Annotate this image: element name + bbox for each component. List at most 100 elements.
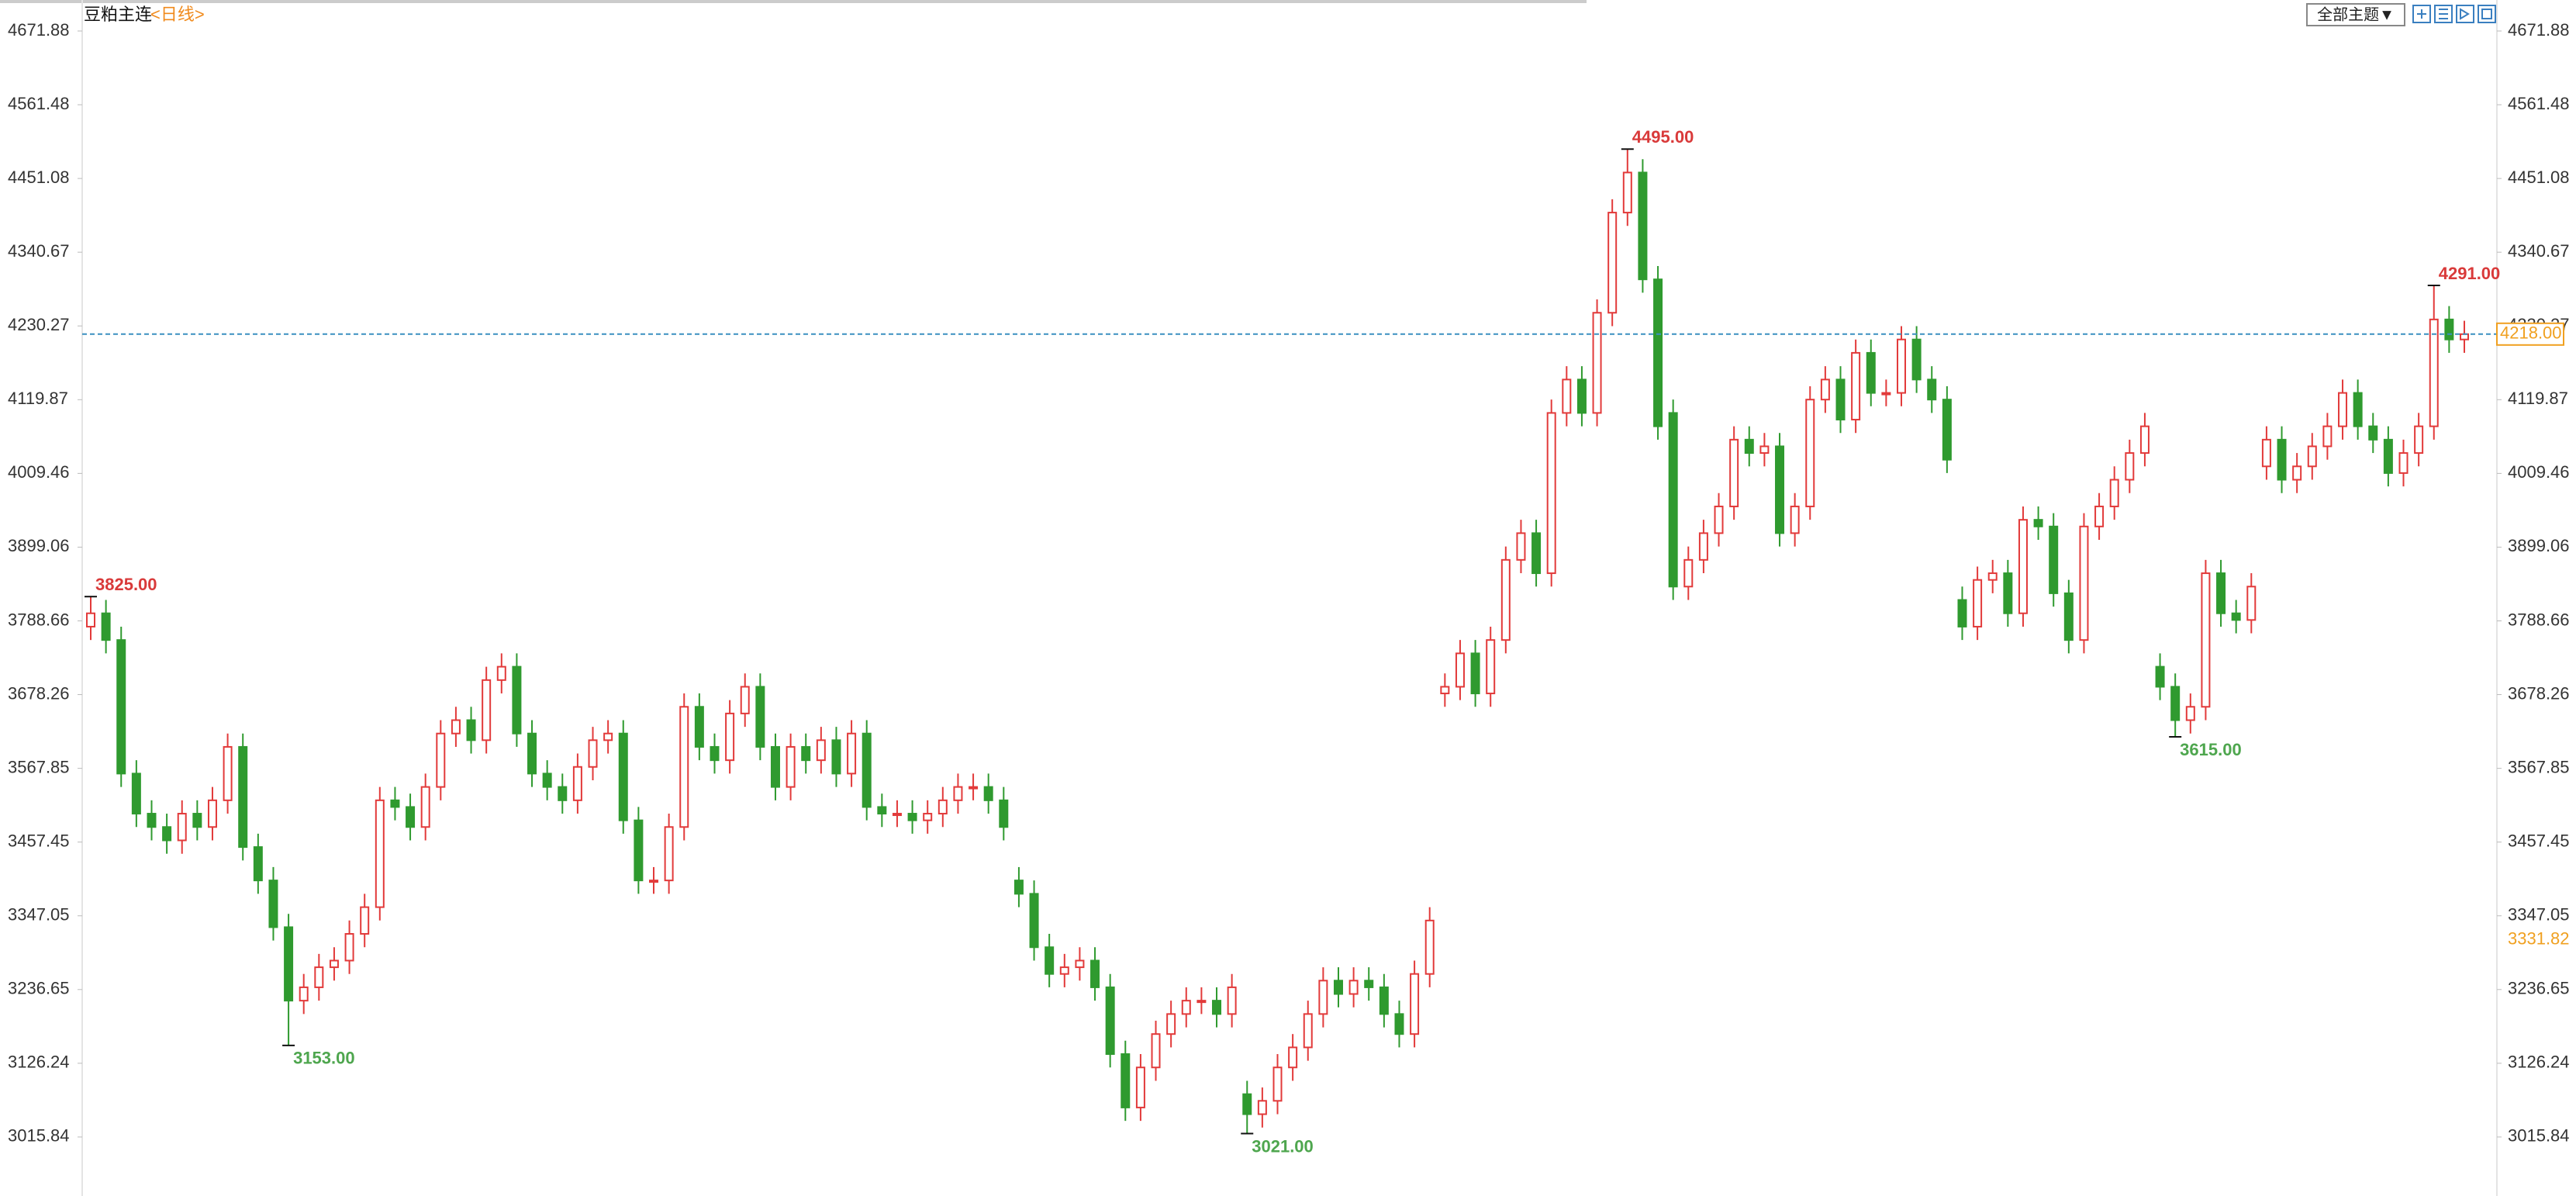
candle-body	[527, 732, 537, 775]
candle-body	[1653, 278, 1663, 427]
candle-body	[1759, 445, 1770, 455]
candle-body	[1911, 338, 1922, 381]
candle-body	[1410, 973, 1420, 1035]
toolbar-icons[interactable]	[2412, 5, 2496, 23]
extreme-label: 3825.00	[95, 575, 157, 594]
y2-tick-label: 3126.24	[2508, 1053, 2570, 1072]
y-tick-label: 3457.45	[8, 831, 70, 850]
candle-body	[1045, 946, 1055, 975]
candle-body	[2185, 706, 2195, 721]
candle-body	[284, 926, 294, 1002]
candle-body	[2261, 438, 2271, 468]
candle-body	[406, 806, 416, 828]
candle-body	[862, 732, 872, 808]
candle-body	[755, 686, 765, 748]
candle-body	[1881, 392, 1891, 396]
candle-body	[2216, 572, 2226, 614]
candle-body	[207, 799, 217, 828]
candle-body	[1181, 1000, 1191, 1015]
candle-body	[786, 745, 796, 788]
candle-body	[1333, 980, 1343, 995]
candle-body	[2460, 333, 2469, 340]
candle-body	[1729, 438, 1739, 507]
y-tick-label: 3126.24	[8, 1053, 70, 1072]
candle-body	[329, 959, 339, 969]
candle-body	[1698, 532, 1708, 561]
candle-body	[496, 665, 506, 681]
candle-body	[938, 799, 948, 815]
candle-body	[1942, 399, 1952, 461]
candle-body	[558, 786, 568, 801]
theme-button-label[interactable]: 全部主题▼	[2317, 5, 2395, 23]
candle-body	[892, 813, 902, 817]
candle-body	[1622, 171, 1632, 214]
candle-body	[2201, 572, 2211, 708]
candle-body	[1896, 338, 1906, 394]
candle-body	[1562, 379, 1572, 414]
y2-tick-label: 3788.66	[2508, 610, 2570, 629]
candle-body	[1866, 351, 1876, 394]
candle-body	[268, 880, 278, 928]
candle-body	[1531, 532, 1542, 575]
candle-body	[2277, 438, 2287, 481]
y-tick-label: 4119.87	[8, 389, 68, 408]
candle-body	[2429, 318, 2439, 427]
candle-body	[877, 806, 887, 815]
candle-body	[2094, 505, 2105, 527]
candle-body	[223, 745, 233, 801]
candle-body	[1105, 986, 1115, 1056]
candle-body	[2139, 425, 2150, 455]
candle-body	[801, 745, 811, 762]
candle-body	[1486, 639, 1496, 695]
candle-body	[360, 906, 370, 935]
candle-body	[86, 612, 95, 627]
candle-body	[2063, 592, 2074, 641]
y-tick-label: 4451.08	[8, 168, 70, 187]
candle-body	[2398, 452, 2409, 474]
candle-body	[1121, 1053, 1131, 1108]
candle-body	[2109, 479, 2119, 507]
candle-body	[725, 712, 735, 762]
candle-body	[2307, 445, 2317, 468]
candle-body	[2414, 425, 2424, 455]
candle-body	[1257, 1100, 1267, 1115]
candle-body	[2383, 438, 2393, 474]
candle-body	[1348, 980, 1359, 995]
y-tick-label: 3347.05	[8, 905, 70, 925]
candle-body	[2125, 452, 2135, 481]
candle-body	[2246, 586, 2257, 621]
candle-body	[983, 786, 993, 801]
candle-body	[1790, 505, 1800, 534]
candle-body	[1135, 1066, 1145, 1108]
candle-body	[1714, 505, 1724, 534]
candle-body	[1546, 412, 1556, 575]
candle-body	[314, 966, 324, 988]
candle-body	[1576, 379, 1587, 414]
candle-body	[1775, 445, 1785, 534]
y2-tick-label: 4451.08	[2508, 168, 2570, 187]
candle-body	[923, 813, 933, 821]
candle-body	[1059, 966, 1069, 975]
candle-body	[603, 732, 613, 741]
candle-body	[512, 665, 522, 735]
candle-body	[1196, 1000, 1207, 1004]
candle-body	[1303, 1013, 1313, 1049]
candle-body	[1927, 379, 1937, 401]
candle-body	[2079, 525, 2089, 641]
candle-body	[572, 766, 582, 801]
last-price-box	[2496, 322, 2564, 346]
candle-body	[831, 739, 841, 775]
y2-tick-label: 3457.45	[2508, 831, 2570, 850]
extreme-label: 3021.00	[1252, 1136, 1314, 1156]
candle-body	[101, 612, 111, 641]
candle-body	[542, 773, 552, 788]
candle-body	[238, 745, 248, 849]
theme-button[interactable]	[2306, 3, 2405, 26]
candle-body	[1973, 579, 1983, 627]
candle-body	[344, 933, 354, 962]
chart-title: 豆粕主连	[84, 5, 152, 24]
candle-body	[1835, 379, 1846, 421]
candle-body	[816, 739, 826, 762]
candle-body	[2003, 572, 2013, 614]
candle-body	[1500, 558, 1511, 641]
